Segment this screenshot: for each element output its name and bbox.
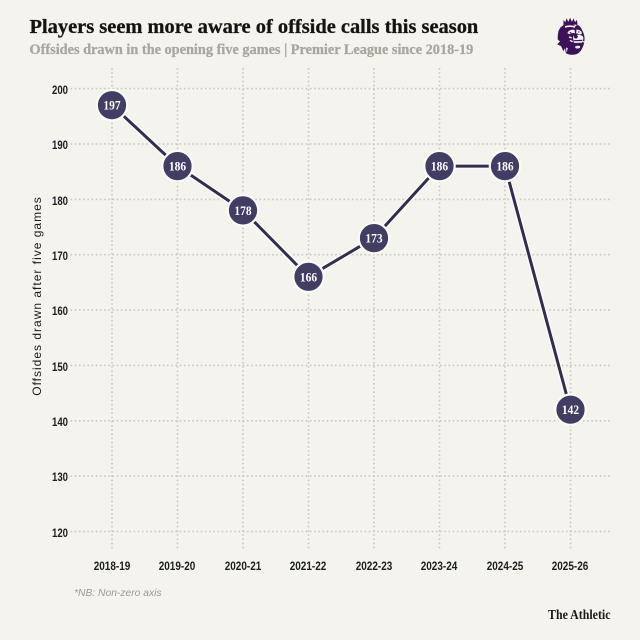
svg-text:142: 142 <box>562 402 579 417</box>
svg-text:186: 186 <box>496 159 514 174</box>
svg-text:186: 186 <box>431 159 449 174</box>
svg-text:173: 173 <box>365 231 383 246</box>
svg-text:166: 166 <box>300 269 318 284</box>
svg-text:186: 186 <box>169 159 187 174</box>
svg-text:178: 178 <box>234 203 252 218</box>
svg-text:197: 197 <box>103 98 121 113</box>
